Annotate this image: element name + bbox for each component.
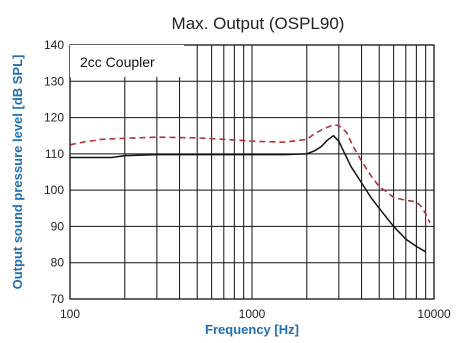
series-line-dashed: [69, 124, 431, 224]
x-tick-label: 10000: [417, 307, 451, 321]
y-tick-label: 100: [44, 183, 64, 197]
y-tick-label: 120: [44, 111, 64, 125]
annotation-2cc-coupler: 2cc Coupler: [80, 54, 155, 70]
series-line-solid: [70, 134, 427, 253]
x-tick-label: 100: [60, 307, 80, 321]
y-tick-label: 70: [51, 292, 65, 306]
y-tick-label: 110: [45, 147, 64, 161]
x-axis-label: Frequency [Hz]: [205, 322, 299, 337]
y-tick-label: 130: [44, 74, 64, 88]
y-tick-label: 90: [51, 219, 65, 233]
y-tick-label: 140: [44, 38, 64, 52]
y-axis-label: Output sound pressure level [dB SPL]: [10, 55, 25, 290]
annotation-box: [70, 45, 184, 77]
plot-frame: [69, 44, 435, 300]
y-tick-label: 80: [51, 256, 65, 270]
chart-title: Max. Output (OSPL90): [172, 14, 345, 33]
tick-labels: 70 80 90 100 110 120 130 140 100 1000 10000: [44, 38, 451, 321]
x-tick-label: 1000: [239, 307, 266, 321]
grid-lines: [70, 45, 434, 299]
series-lines: [69, 124, 431, 253]
